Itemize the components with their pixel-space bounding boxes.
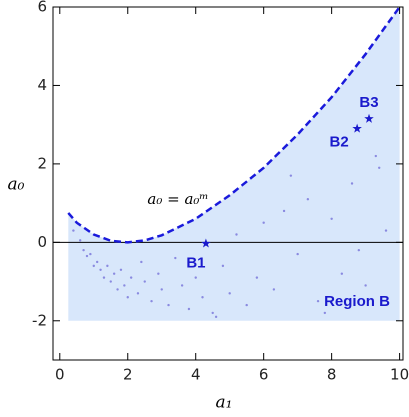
point	[330, 217, 333, 220]
point	[143, 280, 146, 283]
point	[374, 154, 378, 158]
point	[123, 284, 126, 287]
point	[272, 288, 276, 291]
y-tick-label: 0	[37, 233, 47, 251]
point	[89, 252, 92, 256]
x-tick-label: 0	[55, 366, 65, 384]
point	[78, 239, 82, 242]
x-axis-label: a₁	[216, 393, 233, 413]
point	[160, 288, 163, 291]
y-axis-label: a₀	[8, 175, 25, 195]
point	[72, 229, 75, 232]
point	[150, 299, 153, 303]
point	[235, 233, 238, 236]
y-tick-label: 6	[37, 0, 47, 16]
point	[255, 276, 259, 279]
point	[129, 276, 133, 279]
benchmark-star	[364, 113, 374, 123]
point	[194, 276, 197, 279]
benchmark-star	[201, 238, 211, 248]
point	[323, 311, 327, 315]
point	[221, 264, 225, 268]
point	[357, 248, 361, 252]
point	[92, 264, 95, 268]
point	[157, 272, 160, 275]
point	[180, 284, 184, 287]
point	[364, 284, 367, 287]
point	[214, 315, 218, 319]
point	[228, 292, 231, 295]
y-tick-label: 2	[37, 154, 47, 172]
region-label: Region B	[324, 293, 390, 310]
point	[306, 197, 310, 201]
point	[102, 276, 106, 279]
point	[136, 292, 140, 295]
point	[316, 299, 320, 303]
point	[282, 209, 286, 213]
point	[262, 221, 265, 224]
point	[167, 303, 170, 307]
point	[99, 268, 102, 271]
x-tick-label: 10	[390, 366, 409, 384]
x-tick-label: 4	[191, 366, 201, 384]
point	[245, 303, 248, 307]
x-tick-label: 2	[123, 366, 133, 384]
point	[174, 256, 177, 260]
benchmark-label: B3	[359, 94, 378, 111]
point	[296, 252, 299, 256]
point	[126, 296, 129, 299]
x-tick-label: 6	[259, 366, 269, 384]
point	[112, 272, 116, 275]
point	[201, 296, 204, 299]
point	[350, 182, 354, 185]
y-tick-label: 4	[37, 76, 47, 94]
benchmark-label: B2	[330, 134, 349, 151]
curve-label: a₀ = a₀ᵐ	[147, 190, 208, 208]
point	[289, 174, 293, 177]
benchmark-label: B1	[186, 254, 205, 271]
point	[109, 280, 112, 283]
point	[340, 272, 344, 275]
point	[140, 260, 143, 264]
region	[68, 7, 400, 321]
point	[95, 260, 99, 264]
point	[106, 264, 109, 268]
y-tick-label: -2	[32, 311, 47, 329]
x-tick-label: 8	[327, 366, 337, 384]
point	[378, 166, 381, 170]
point	[187, 307, 191, 311]
benchmark-star	[352, 123, 362, 133]
frame	[52, 6, 404, 361]
point	[85, 254, 89, 258]
point	[119, 268, 123, 271]
point	[82, 248, 85, 252]
point	[116, 288, 119, 291]
point	[211, 311, 214, 315]
point	[384, 229, 388, 232]
curve	[67, 6, 401, 244]
